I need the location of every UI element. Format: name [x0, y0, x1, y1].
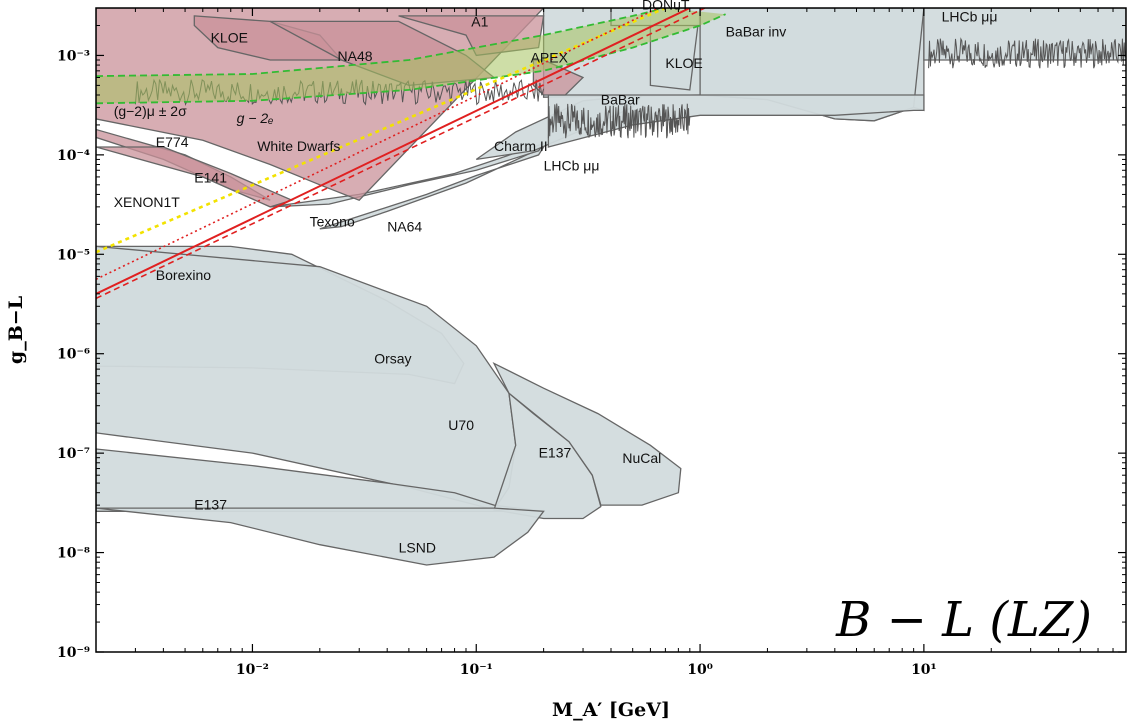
y-axis-label: g_B−L — [5, 296, 27, 364]
y-tick-label: 10⁻⁸ — [57, 546, 90, 562]
label-nucal: NuCal — [622, 450, 661, 466]
label-g-2-2: (g−2)μ ± 2σ — [114, 103, 187, 119]
label-na64: NA64 — [387, 218, 422, 234]
lhcb-mumu-low-edge — [547, 103, 691, 139]
constraint-lines — [96, 8, 1126, 300]
label-borexino: Borexino — [156, 267, 211, 283]
x-tick-label: 10¹ — [911, 662, 937, 678]
region-lhcb-high-mass — [923, 8, 1126, 61]
y-tick-label: 10⁻⁶ — [57, 347, 90, 363]
label-u70: U70 — [448, 417, 474, 433]
label-e774: E774 — [156, 134, 189, 150]
y-tick-label: 10⁻⁴ — [57, 148, 90, 164]
label-white-dwarfs: White Dwarfs — [257, 138, 340, 154]
model-label: B − L (LZ) — [835, 592, 1092, 648]
x-axis-label: M_A′ [GeV] — [552, 699, 670, 721]
gm2-muon-band — [96, 8, 726, 104]
gm2-muon-lower — [96, 13, 726, 105]
label-lhcb-high-mass: LHCb μμ — [942, 8, 998, 24]
lhcb-mumu-high-edge — [928, 37, 1126, 69]
label-apex: APEX — [531, 50, 569, 66]
y-tick-label: 10⁻⁷ — [57, 446, 90, 462]
y-tick-label: 10⁻⁵ — [57, 247, 90, 263]
label-babar-inv: BaBar inv — [726, 24, 787, 40]
label-e137: E137 — [539, 445, 572, 461]
label-a1: A1 — [471, 14, 488, 30]
label-e141: E141 — [194, 169, 227, 185]
region-labels: Orsay U70 E137 E137 NuCal LSND NA64 Texono Charm… — [114, 0, 998, 556]
label-orsay: Orsay — [374, 350, 411, 366]
y-tick-label: 10⁻³ — [57, 48, 90, 64]
label-babar: BaBar — [601, 92, 640, 108]
label-g-2: g − 2ₑ — [237, 110, 274, 126]
label-kloe-high-mass: KLOE — [665, 55, 702, 71]
borexino-line — [96, 8, 691, 295]
label-lsnd: LSND — [399, 540, 436, 556]
label-texono: Texono — [310, 214, 355, 230]
x-tick-label: 10⁰ — [687, 662, 713, 678]
x-tick-label: 10⁻¹ — [460, 662, 493, 678]
label-charm-ii: Charm II — [494, 138, 548, 154]
y-tick-label: 10⁻⁹ — [57, 645, 90, 661]
region-lsnd — [96, 507, 545, 566]
label-kloe: KLOE — [211, 30, 248, 46]
label-e137-low-mass: E137 — [194, 497, 227, 513]
borexino-dashed-line — [96, 8, 706, 300]
label-xenon1t: XENON1T — [114, 194, 181, 210]
label-lhcb: LHCb μμ — [544, 157, 600, 173]
x-tick-label: 10⁻² — [236, 662, 269, 678]
axes: 10⁻² 10⁻¹ 10⁰ 10¹ 10⁻⁹ 10⁻⁸ 10⁻⁷ 10⁻⁶ 10⁻⁵ 10⁻⁴ 10… — [57, 7, 1127, 678]
borexino-dotted-line — [96, 8, 659, 281]
label-na48: NA48 — [338, 48, 373, 64]
label-donut: DONuT — [642, 0, 690, 13]
region-nucal — [492, 361, 682, 506]
